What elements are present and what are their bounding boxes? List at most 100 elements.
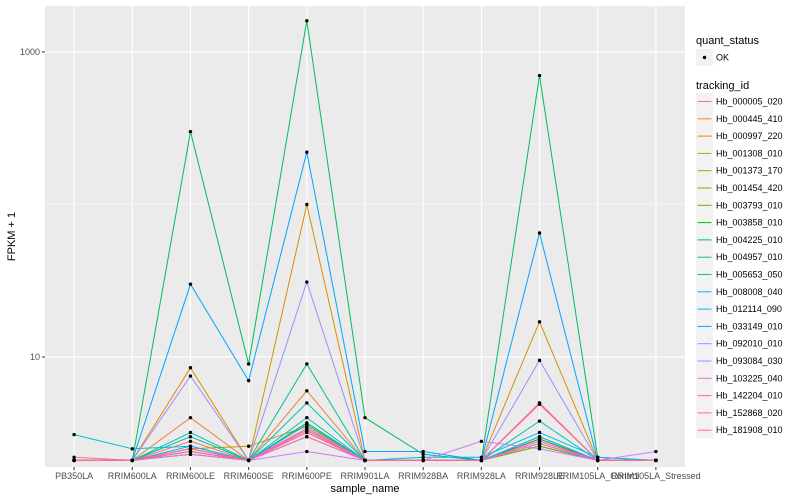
x-tick-label: RRIM928LE <box>515 471 564 481</box>
data-point <box>305 362 309 366</box>
x-tick-label: RRIM105LA_Stressed <box>611 471 701 481</box>
legend-series-title: tracking_id <box>696 80 749 92</box>
data-point <box>188 282 193 286</box>
data-point <box>188 430 193 435</box>
x-tick-label: RRIM600SE <box>224 471 274 481</box>
y-tick-label: 10 <box>30 352 40 362</box>
data-point <box>305 401 309 405</box>
x-axis-title: sample_name <box>330 483 399 495</box>
data-point <box>421 452 425 457</box>
data-point <box>363 449 367 454</box>
legend-series-label: Hb_001373_170 <box>716 166 783 176</box>
data-point <box>72 458 76 463</box>
data-point <box>537 73 542 78</box>
data-point <box>188 366 193 370</box>
legend-series-label: Hb_008008_040 <box>716 287 783 297</box>
data-point <box>363 458 367 463</box>
y-tick-label: 1000 <box>20 47 40 57</box>
data-point <box>479 458 484 463</box>
data-point <box>246 362 251 366</box>
data-points <box>72 19 658 463</box>
data-point <box>537 444 542 448</box>
x-tick-label: RRIM600LE <box>166 471 215 481</box>
data-point <box>246 444 251 448</box>
legend-series-label: Hb_003858_010 <box>716 218 783 228</box>
data-point <box>421 449 425 454</box>
legend-series-label: Hb_000445_410 <box>716 114 783 124</box>
legend-series-label: Hb_004957_010 <box>716 252 783 262</box>
legend-series-label: Hb_000005_020 <box>716 97 783 107</box>
data-point <box>537 439 542 444</box>
data-point <box>188 444 193 448</box>
x-tick-label: RRIM105LA_Control <box>556 471 639 481</box>
data-point <box>537 442 542 446</box>
legend-series-label: Hb_181908_010 <box>716 425 783 435</box>
legend-series-label: Hb_000997_220 <box>716 131 783 141</box>
data-point <box>246 378 251 383</box>
data-point <box>188 129 193 134</box>
legend-series-label: Hb_003793_010 <box>716 200 783 210</box>
data-point <box>421 455 425 459</box>
legend-series-label: Hb_004225_010 <box>716 235 783 245</box>
legend-series-label: Hb_001308_010 <box>716 148 783 158</box>
data-point <box>537 358 542 363</box>
legend-series-label: Hb_152868_020 <box>716 408 783 418</box>
data-point <box>305 19 309 23</box>
data-point <box>188 452 193 457</box>
y-axis-title: FPKM + 1 <box>6 212 18 261</box>
data-point <box>537 430 542 435</box>
legend-series-label: Hb_092010_010 <box>716 339 783 349</box>
data-point <box>188 439 193 444</box>
data-point <box>654 458 658 463</box>
data-point <box>479 439 484 444</box>
data-point <box>537 419 542 423</box>
data-point <box>596 458 600 463</box>
data-point <box>188 447 193 451</box>
data-point <box>537 231 542 235</box>
x-tick-label: RRIM928LA <box>457 471 506 481</box>
legend-series-label: Hb_142204_010 <box>716 391 783 401</box>
legend-quant-label: OK <box>716 53 729 63</box>
data-point <box>537 401 542 405</box>
legend-series-label: Hb_093084_030 <box>716 356 783 366</box>
legend-key-point <box>702 55 707 60</box>
data-point <box>188 449 193 454</box>
data-point <box>305 428 309 433</box>
legend-series-label: Hb_103225_040 <box>716 373 783 383</box>
data-point <box>654 449 658 454</box>
data-point <box>305 150 309 154</box>
legend-series-label: Hb_005653_050 <box>716 270 783 280</box>
data-point <box>479 455 484 459</box>
legend-series-label: Hb_001454_420 <box>716 183 783 193</box>
legend-quant-title: quant_status <box>696 35 759 47</box>
data-point <box>305 415 309 420</box>
data-point <box>130 458 134 463</box>
data-point <box>188 374 193 378</box>
data-point <box>363 415 367 420</box>
data-point <box>188 415 193 420</box>
data-point <box>305 280 309 284</box>
x-tick-label: PB350LA <box>55 471 93 481</box>
data-point <box>305 422 309 427</box>
data-point <box>246 458 251 463</box>
data-point <box>421 458 425 463</box>
data-point <box>596 455 600 459</box>
data-point <box>305 389 309 393</box>
legend-series-label: Hb_012114_090 <box>716 304 782 314</box>
x-tick-label: RRIM928BA <box>398 471 448 481</box>
data-point <box>305 449 309 454</box>
data-point <box>537 447 542 451</box>
data-point <box>537 435 542 439</box>
x-tick-label: RRIM901LA <box>340 471 389 481</box>
data-point <box>72 432 76 437</box>
data-point <box>305 202 309 207</box>
data-point <box>72 455 76 459</box>
data-point <box>537 320 542 324</box>
legend-series-label: Hb_033149_010 <box>716 321 783 331</box>
data-point <box>305 435 309 439</box>
x-tick-label: RRIM600LA <box>108 471 157 481</box>
x-tick-label: RRIM600PE <box>282 471 332 481</box>
data-point <box>188 435 193 439</box>
data-point <box>130 447 134 451</box>
